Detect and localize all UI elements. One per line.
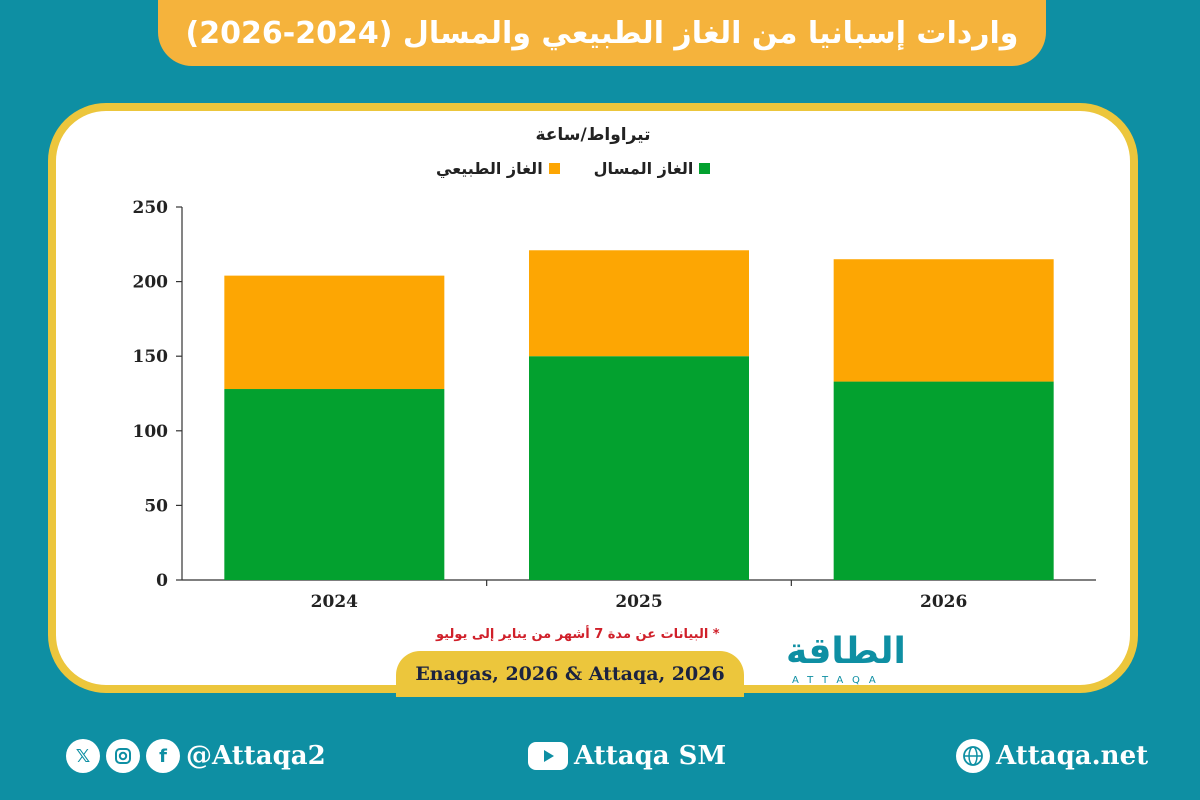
legend-label-lng: الغاز المسال	[593, 159, 694, 178]
x-tick-label: 2025	[615, 592, 662, 612]
footer: 𝕏 f @Attaqa2 Attaqa SM Attaqa.net	[0, 734, 1200, 778]
y-tick-label: 200	[133, 273, 169, 293]
instagram-icon[interactable]	[106, 739, 140, 773]
youtube-link: Attaqa SM	[528, 734, 726, 778]
social-links: 𝕏 f @Attaqa2	[66, 734, 326, 778]
y-tick-label: 250	[133, 198, 169, 218]
source-label: Enagas, 2026 & Attaqa, 2026	[396, 651, 744, 697]
legend-label-natural-gas: الغاز الطبيعي	[436, 159, 543, 178]
chart-title: واردات إسبانيا من الغاز الطبيعي والمسال …	[185, 15, 1019, 51]
y-tick-label: 0	[156, 571, 168, 591]
website-url[interactable]: Attaqa.net	[996, 741, 1149, 771]
y-tick-label: 50	[144, 496, 168, 516]
bar-natural-gas-2024	[224, 275, 445, 390]
legend: الغاز المسال الغاز الطبيعي	[436, 159, 711, 178]
youtube-channel[interactable]: Attaqa SM	[574, 741, 727, 771]
youtube-icon[interactable]	[528, 742, 568, 770]
bar-natural-gas-2026	[833, 259, 1054, 382]
social-handle[interactable]: @Attaqa2	[186, 741, 326, 771]
logo-text: الطاقة	[786, 631, 906, 672]
attaqa-logo: الطاقة ATTAQA	[786, 631, 936, 691]
legend-item-lng: الغاز المسال	[594, 159, 711, 178]
chart-card: تيراواط/ساعة الغاز المسال الغاز الطبيعي …	[48, 103, 1138, 697]
legend-swatch-natural-gas	[548, 163, 560, 174]
x-icon[interactable]: 𝕏	[66, 739, 100, 773]
stacked-bar-chart: 0 50 100 150 200 250 2024 2025 2026	[133, 198, 1096, 612]
y-tick-label: 150	[133, 347, 169, 367]
title-banner: واردات إسبانيا من الغاز الطبيعي والمسال …	[158, 0, 1046, 66]
website-link: Attaqa.net	[956, 734, 1148, 778]
legend-swatch-lng	[699, 163, 711, 174]
y-axis-unit-label: تيراواط/ساعة	[535, 125, 651, 145]
bar-lng-2025	[529, 356, 749, 580]
globe-icon[interactable]	[956, 739, 990, 773]
y-tick-label: 100	[133, 422, 169, 442]
x-tick-label: 2026	[920, 592, 967, 612]
logo-subtext: ATTAQA	[792, 675, 885, 686]
bar-lng-2024	[224, 389, 445, 580]
facebook-icon[interactable]: f	[146, 739, 180, 773]
x-tick-label: 2024	[311, 592, 358, 612]
legend-item-natural-gas: الغاز الطبيعي	[436, 159, 560, 178]
bar-natural-gas-2025	[529, 250, 749, 357]
footnote: * البيانات عن مدة 7 أشهر من يناير إلى يو…	[436, 627, 720, 642]
bar-lng-2026	[833, 381, 1054, 580]
